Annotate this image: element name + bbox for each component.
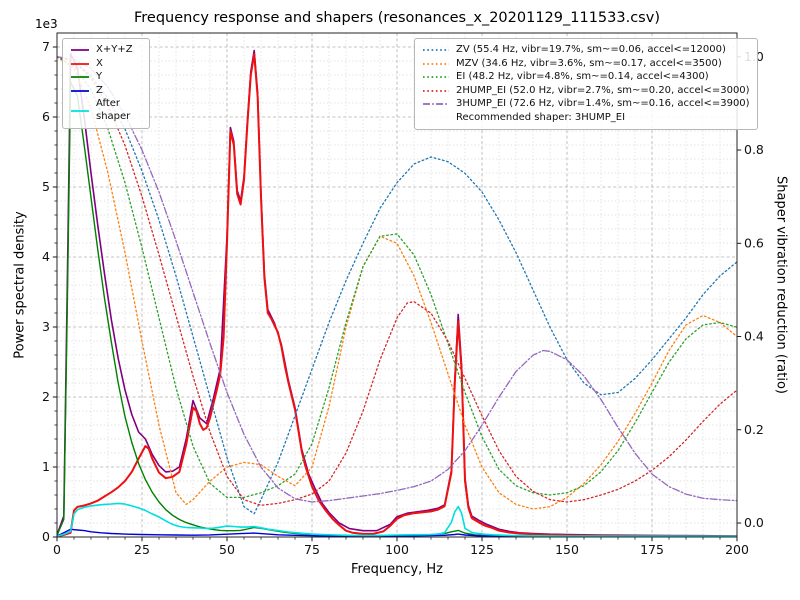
legend-sample-gap xyxy=(422,113,450,123)
legend-item: EI (48.2 Hz, vibr=4.8%, sm~=0.14, accel<… xyxy=(422,71,750,84)
legend-item: X+Y+Z xyxy=(70,44,142,57)
legend-item: 2HUMP_EI (52.0 Hz, vibr=2.7%, sm~=0.20, … xyxy=(422,85,750,98)
legend-item: 3HUMP_EI (72.6 Hz, vibr=1.4%, sm~=0.16, … xyxy=(422,98,750,111)
legend-shapers: ZV (55.4 Hz, vibr=19.7%, sm~=0.06, accel… xyxy=(414,38,758,130)
legend-line-sample xyxy=(423,76,449,79)
series xyxy=(57,49,737,537)
legend-label: 3HUMP_EI (72.6 Hz, vibr=1.4%, sm~=0.16, … xyxy=(456,98,750,109)
psd-series-Y xyxy=(57,81,737,537)
psd-series-X xyxy=(57,53,737,537)
psd-series-After shaper xyxy=(57,502,737,537)
y-left-tick-label: 5 xyxy=(42,179,50,194)
y-left-tick-label: 2 xyxy=(42,389,50,404)
chart-title: Frequency response and shapers (resonanc… xyxy=(134,10,660,26)
x-tick-label: 50 xyxy=(219,542,235,557)
legend-item: Z xyxy=(70,85,142,98)
legend-line-sample xyxy=(423,89,449,92)
y-right-tick-label: 0.6 xyxy=(744,235,764,250)
x-tick-label: 0 xyxy=(53,542,61,557)
shaper-series-ZV xyxy=(57,56,737,515)
legend-line-sample xyxy=(71,109,89,112)
y-left-tick-label: 3 xyxy=(42,319,50,334)
legend-psd: X+Y+Z X Y Z After shaper xyxy=(62,38,150,129)
y-left-tick-label: 7 xyxy=(42,39,50,54)
legend-item: MZV (34.6 Hz, vibr=3.6%, sm~=0.17, accel… xyxy=(422,58,750,71)
legend-label: ZV (55.4 Hz, vibr=19.7%, sm~=0.06, accel… xyxy=(456,44,726,55)
x-tick-label: 125 xyxy=(470,542,494,557)
y-left-tick-label: 1 xyxy=(42,459,50,474)
legend-label: X+Y+Z xyxy=(96,44,133,55)
legend-line-sample xyxy=(71,62,89,65)
legend-item: X xyxy=(70,58,142,71)
legend-label: Z xyxy=(96,84,103,96)
legend-label: X xyxy=(96,57,103,69)
axes: 0 25 50 75 100 125 150 175 200 0 1 2 3 4 5 6 7 0.0 0.2 0.4 0… xyxy=(42,32,764,557)
legend-label: Y xyxy=(96,71,103,82)
y-right-tick-label: 0.8 xyxy=(744,142,764,157)
legend-item: After shaper xyxy=(70,98,142,123)
x-tick-label: 100 xyxy=(385,542,409,557)
x-tick-label: 150 xyxy=(555,542,579,557)
legend-label: After shaper xyxy=(96,98,131,122)
legend-line-sample xyxy=(423,49,449,52)
legend-item: Recommended shaper: 3HUMP_EI xyxy=(422,112,750,125)
y-right-tick-label: 0.4 xyxy=(744,329,764,344)
y-axis-offset-label: 1e3 xyxy=(35,17,58,31)
legend-label: 2HUMP_EI (52.0 Hz, vibr=2.7%, sm~=0.20, … xyxy=(456,84,750,96)
y-right-tick-label: 0.0 xyxy=(744,515,764,530)
shaper-series-2HUMP_EI xyxy=(57,56,737,506)
x-tick-label: 175 xyxy=(640,542,664,557)
y-left-tick-label: 4 xyxy=(42,249,50,264)
legend-label: MZV (34.6 Hz, vibr=3.6%, sm~=0.17, accel… xyxy=(456,57,722,69)
y-right-tick-label: 0.2 xyxy=(744,422,764,437)
x-tick-label: 25 xyxy=(134,542,150,557)
shaper-series-MZV xyxy=(57,56,737,510)
legend-line-sample xyxy=(71,89,89,92)
legend-item: ZV (55.4 Hz, vibr=19.7%, sm~=0.06, accel… xyxy=(422,44,750,57)
shaper-series-EI xyxy=(57,56,737,499)
shaper-series-3HUMP_EI xyxy=(57,56,737,503)
legend-label: Recommended shaper: 3HUMP_EI xyxy=(456,111,626,123)
legend-item: Y xyxy=(70,71,142,84)
legend-line-sample xyxy=(423,103,449,106)
psd-series-Z xyxy=(57,528,737,537)
legend-line-sample xyxy=(71,49,89,52)
y-left-tick-label: 0 xyxy=(42,529,50,544)
legend-label: EI (48.2 Hz, vibr=4.8%, sm~=0.14, accel<… xyxy=(456,71,709,82)
x-axis-label: Frequency, Hz xyxy=(350,562,444,577)
y-left-tick-label: 6 xyxy=(42,109,50,124)
x-tick-label: 75 xyxy=(304,542,320,557)
legend-line-sample xyxy=(71,76,89,79)
x-tick-label: 200 xyxy=(725,542,749,557)
legend-line-sample xyxy=(423,62,449,65)
